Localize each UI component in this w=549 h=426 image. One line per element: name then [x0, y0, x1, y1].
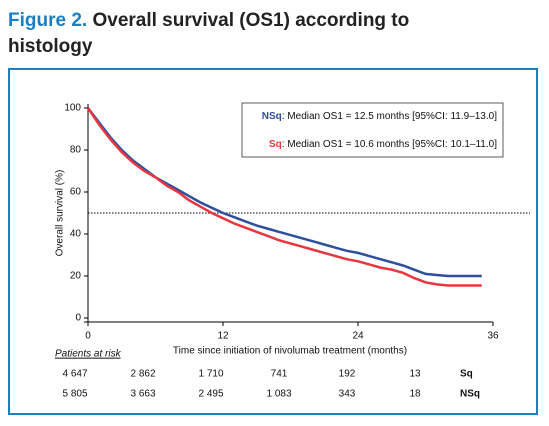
legend-box	[241, 102, 504, 158]
risk-count: 1 710	[198, 369, 223, 380]
risk-count: 1 083	[266, 389, 291, 400]
x-tick-label: 12	[217, 331, 229, 342]
y-tick-label: 0	[75, 313, 81, 324]
risk-count: 5 805	[62, 389, 87, 400]
legend-name: Sq	[269, 139, 282, 150]
risk-count: 741	[271, 369, 288, 380]
legend-text: : Median OS1 = 12.5 months [95%CI: 11.9–…	[282, 111, 497, 122]
x-axis-label: Time since initiation of nivolumab treat…	[173, 346, 407, 357]
survival-curve	[86, 107, 482, 287]
legend-text: : Median OS1 = 10.6 months [95%CI: 10.1–…	[282, 139, 497, 150]
title: Figure 2. Overall survival (OS1) accordi…	[8, 8, 478, 60]
risk-count: 192	[339, 369, 356, 380]
figure-label: Figure 2.	[8, 10, 88, 31]
x-tick-label: 24	[352, 331, 364, 342]
chart-title: Overall survival (OS1) according to hist…	[8, 10, 410, 57]
risk-row-name: NSq	[460, 389, 480, 400]
y-tick-label: 40	[70, 229, 82, 240]
risk-count: 2 862	[130, 369, 155, 380]
y-axis-label: Overall survival (%)	[55, 170, 66, 257]
frame	[8, 68, 538, 415]
risk-count: 18	[409, 389, 421, 400]
legend-entry: Sq: Median OS1 = 10.6 months [95%CI: 10.…	[269, 139, 497, 150]
x-tick-label: 0	[85, 331, 91, 342]
risk-count: 343	[339, 389, 356, 400]
risk-count: 2 495	[198, 389, 223, 400]
y-tick-label: 80	[70, 145, 82, 156]
risk-count: 4 647	[62, 369, 87, 380]
risk-row-name: Sq	[460, 369, 473, 380]
risk-title: Patients at risk	[55, 349, 122, 360]
y-tick-label: 20	[70, 271, 82, 282]
legend-entry: NSq: Median OS1 = 12.5 months [95%CI: 11…	[262, 111, 497, 122]
legend-name: NSq	[262, 111, 282, 122]
y-tick-label: 60	[70, 187, 82, 198]
risk-count: 13	[409, 369, 421, 380]
y-tick-label: 100	[64, 103, 81, 114]
x-tick-label: 36	[487, 331, 499, 342]
risk-count: 3 663	[130, 389, 155, 400]
